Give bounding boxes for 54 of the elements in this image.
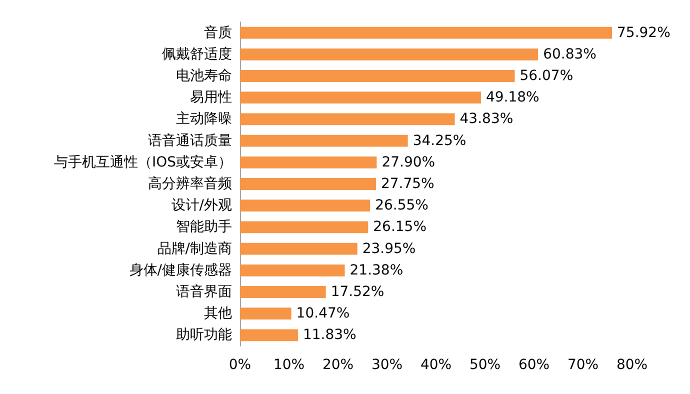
- x-tick-label: 20%: [322, 357, 354, 373]
- x-tick-label: 40%: [420, 357, 452, 373]
- bar: [240, 242, 358, 255]
- bar: [240, 264, 345, 276]
- x-tick-label: 60%: [518, 357, 550, 373]
- bar: [240, 26, 612, 39]
- y-tick-label: 设计/外观: [171, 198, 232, 214]
- data-label: 43.83%: [460, 111, 514, 128]
- y-tick-label: 助听功能: [176, 327, 232, 344]
- data-label: 11.83%: [302, 327, 356, 344]
- bar: [240, 286, 326, 298]
- y-tick-label: 与手机互通性（IOS或安卓）: [54, 154, 232, 170]
- bar: [240, 156, 377, 168]
- x-tick-label: 70%: [567, 357, 599, 373]
- y-tick-label: 易用性: [190, 90, 232, 106]
- bar: [240, 113, 455, 126]
- data-label: 26.15%: [373, 219, 427, 236]
- data-label: 27.75%: [380, 176, 434, 192]
- bar: [240, 48, 538, 60]
- y-tick-label: 智能助手: [176, 219, 232, 236]
- data-label: 60.83%: [543, 46, 596, 62]
- bar: [240, 308, 292, 320]
- y-tick-label: 佩戴舒适度: [162, 46, 232, 62]
- data-label: 21.38%: [350, 262, 404, 278]
- data-label: 49.18%: [486, 90, 540, 106]
- y-tick-label: 电池寿命: [176, 68, 232, 84]
- data-label: 23.95%: [362, 240, 416, 257]
- data-label: 10.47%: [296, 306, 350, 322]
- x-tick-label: 50%: [469, 357, 501, 373]
- y-tick-label: 身体/健康传感器: [129, 262, 232, 278]
- y-tick-label: 品牌/制造商: [157, 240, 232, 257]
- x-tick-label: 10%: [273, 357, 305, 373]
- y-tick-label: 语音通话质量: [148, 132, 232, 149]
- y-tick-label: 高分辨率音频: [148, 176, 232, 192]
- x-tick-label: 30%: [371, 357, 403, 373]
- x-tick-label: 0%: [228, 357, 252, 373]
- bar: [240, 70, 515, 82]
- data-label: 34.25%: [412, 132, 466, 149]
- y-tick-label: 主动降噪: [176, 111, 232, 128]
- bar: [240, 178, 376, 190]
- y-tick-label: 音质: [204, 24, 232, 41]
- bar: [240, 92, 481, 104]
- data-label: 26.55%: [375, 198, 428, 214]
- y-tick-label: 其他: [204, 306, 232, 322]
- bar: [240, 329, 298, 342]
- x-tick-label: 80%: [616, 357, 648, 373]
- bar: [240, 221, 368, 234]
- data-label: 17.52%: [330, 284, 384, 300]
- y-tick-label: 语音界面: [176, 284, 232, 300]
- bar: [240, 134, 408, 147]
- data-label: 27.90%: [382, 154, 436, 170]
- data-label: 56.07%: [520, 68, 574, 84]
- data-label: 75.92%: [617, 24, 670, 41]
- bar: [240, 200, 370, 212]
